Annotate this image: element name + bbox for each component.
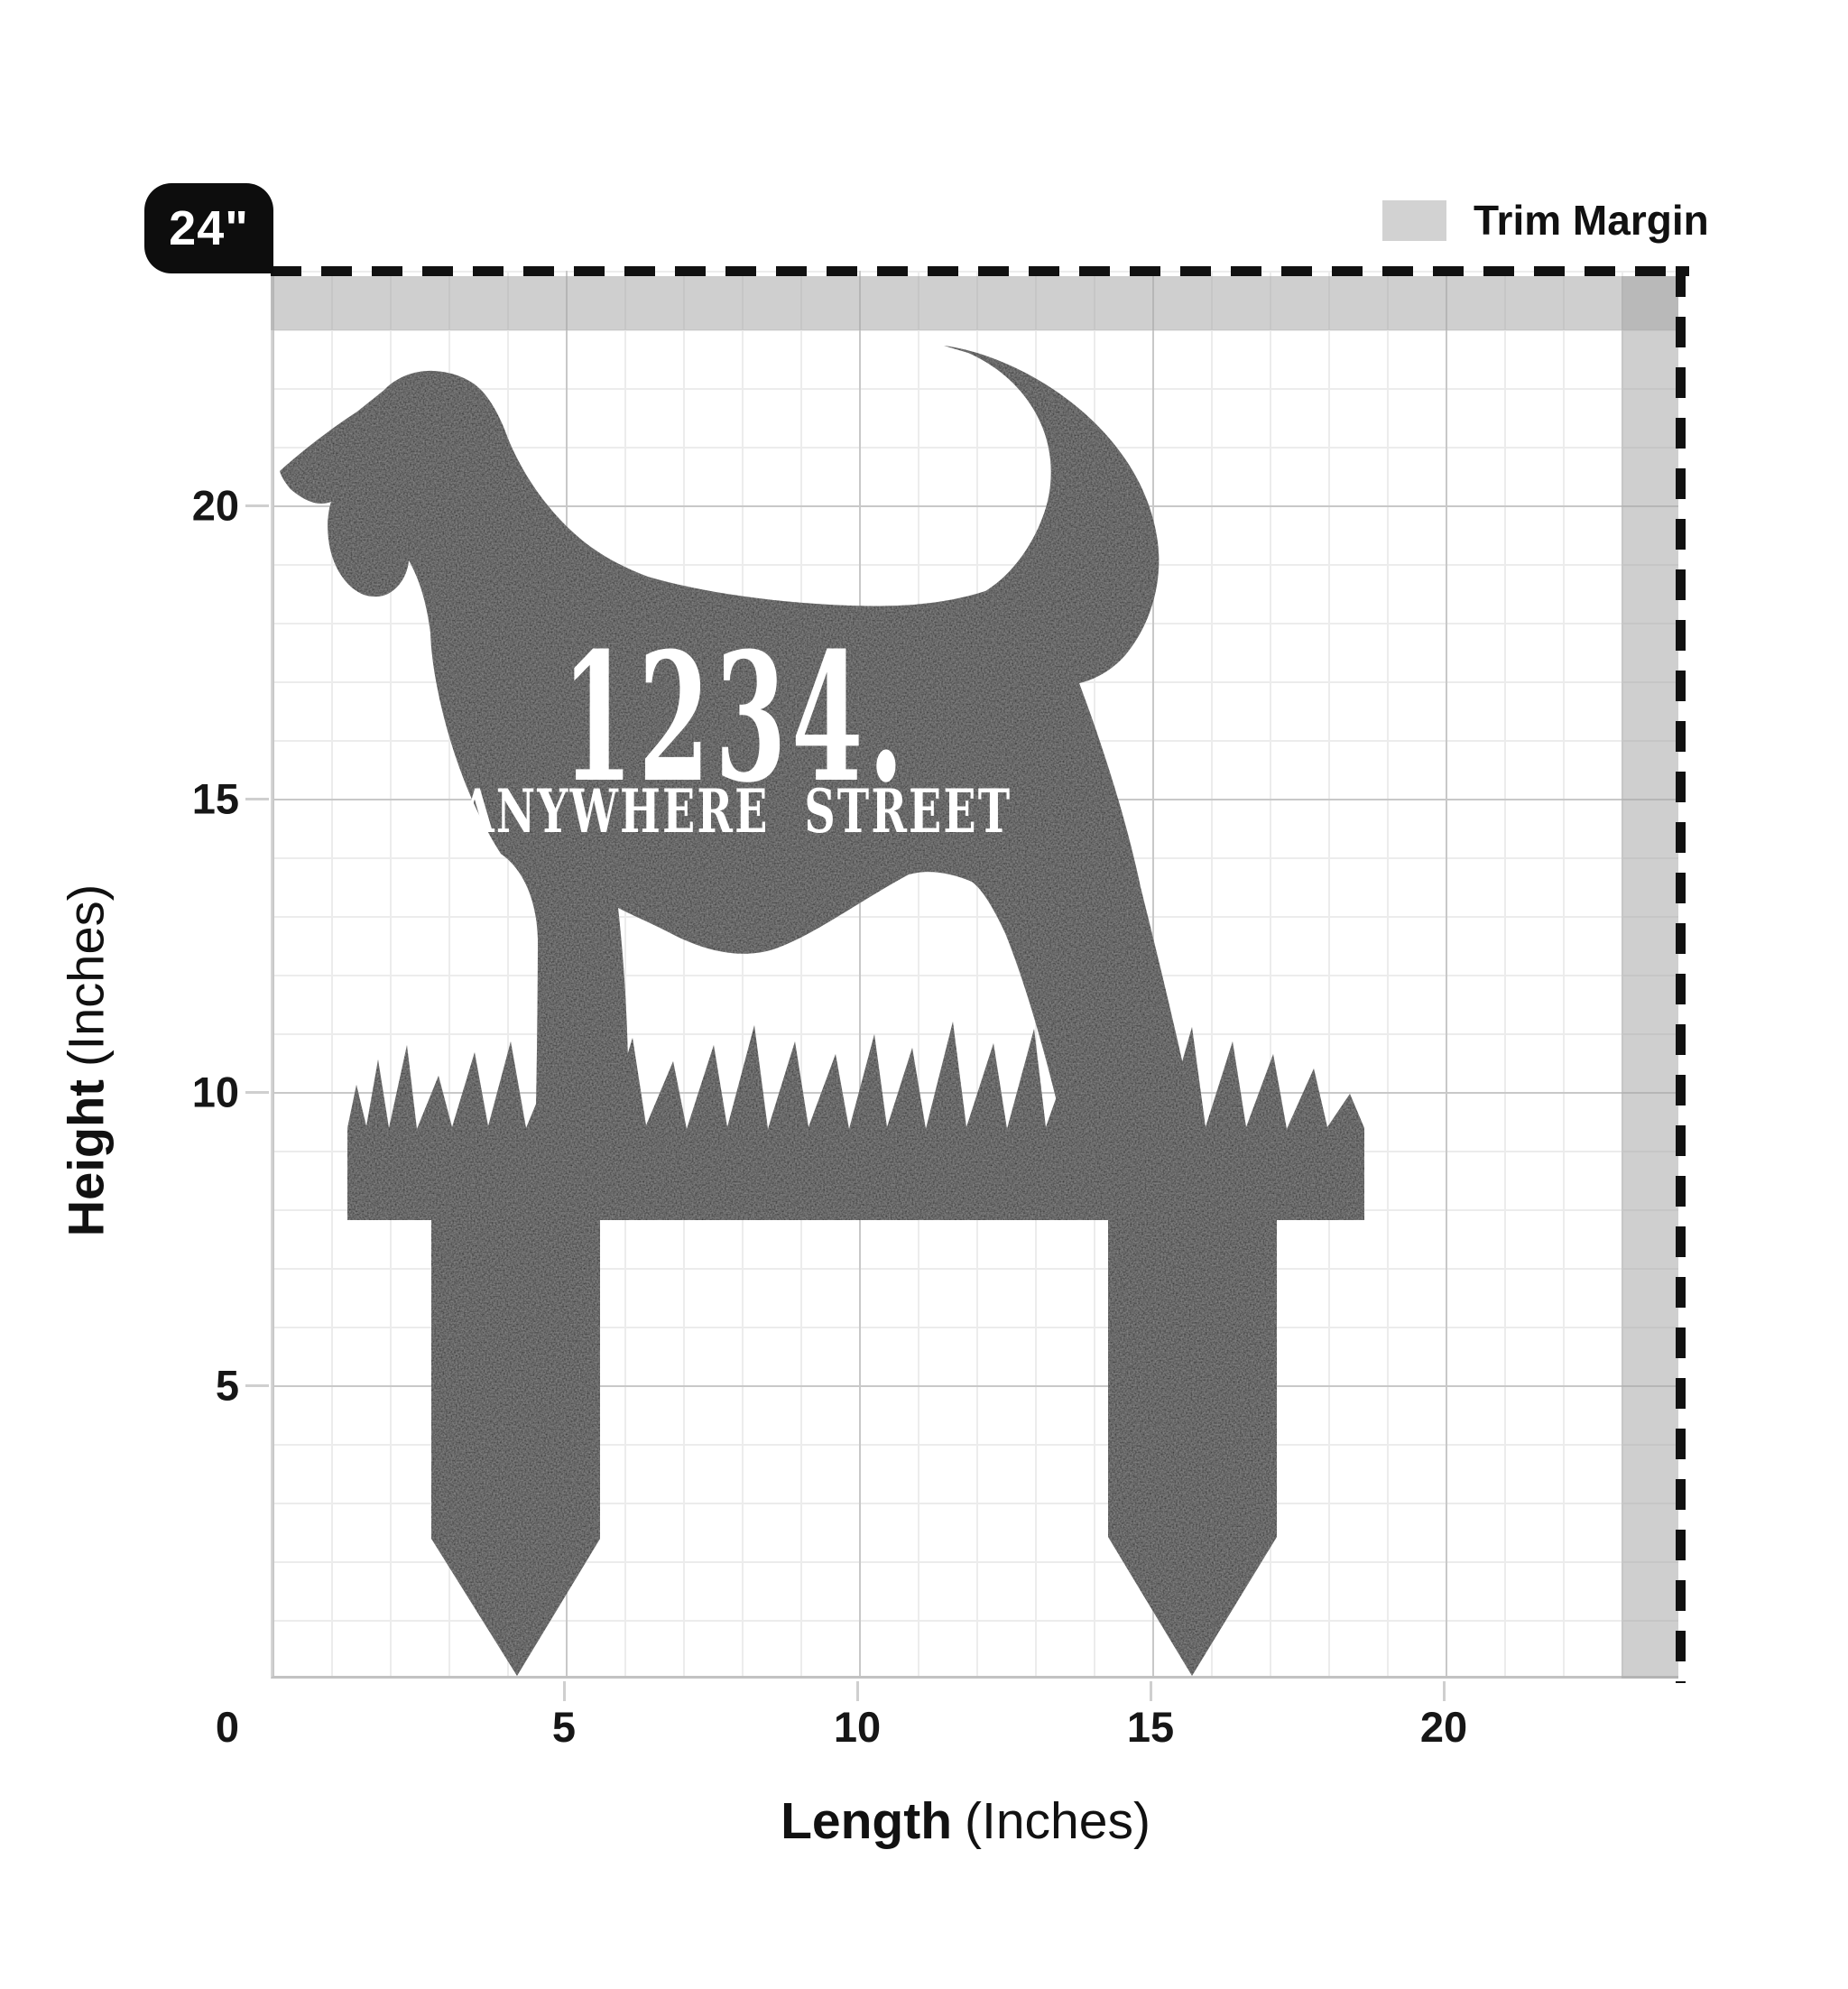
sign-street-name: ANYWHERE STREET	[460, 776, 1012, 846]
y-tick-label-10: 10	[191, 1068, 239, 1116]
x-axis-title-units: (Inches)	[965, 1792, 1150, 1850]
x-tick-label-0: 0	[215, 1703, 240, 1751]
y-axis-title-units: (Inches)	[57, 883, 115, 1068]
metal-sign-preview: 1234. ANYWHERE STREET	[271, 271, 1678, 1679]
x-tick-mark-15	[1150, 1681, 1152, 1701]
x-axis-title: Length (Inches)	[781, 1791, 1150, 1851]
trim-margin-swatch-icon	[1382, 200, 1446, 241]
trim-margin-strip-top	[271, 276, 1678, 330]
trim-margin-legend-label: Trim Margin	[1474, 197, 1709, 244]
trim-margin-strip-right	[1622, 276, 1678, 1679]
y-axis-title-bold: Height	[57, 1079, 115, 1237]
y-tick-mark-10	[245, 1091, 269, 1094]
dog-silhouette	[280, 346, 1199, 1160]
sign-address-number: 1234.	[561, 615, 910, 822]
x-tick-mark-5	[563, 1681, 566, 1701]
dashed-boundary-right	[1676, 266, 1686, 1683]
y-axis-title: Height (Inches)	[57, 884, 116, 1237]
y-tick-label-5: 5	[215, 1361, 239, 1410]
left-ground-stake	[431, 1220, 600, 1676]
y-tick-label-20: 20	[191, 481, 239, 530]
y-tick-label-15: 15	[191, 774, 239, 823]
x-tick-label-15: 15	[1126, 1703, 1175, 1751]
y-tick-mark-20	[245, 504, 269, 507]
overall-size-label: 24"	[169, 201, 249, 255]
x-tick-mark-10	[856, 1681, 859, 1701]
overall-size-badge: 24"	[144, 183, 273, 273]
x-tick-mark-20	[1443, 1681, 1446, 1701]
x-axis-title-bold: Length	[781, 1792, 953, 1850]
dog-sign-silhouette-svg	[280, 346, 1364, 1676]
right-ground-stake	[1108, 1220, 1277, 1676]
x-tick-label-5: 5	[551, 1703, 577, 1751]
y-tick-mark-15	[245, 798, 269, 800]
y-tick-mark-5	[245, 1384, 269, 1387]
grass-and-base-bar	[347, 1022, 1364, 1220]
x-tick-label-10: 10	[833, 1703, 882, 1751]
x-tick-label-20: 20	[1419, 1703, 1468, 1751]
dashed-boundary-top	[271, 266, 1689, 276]
